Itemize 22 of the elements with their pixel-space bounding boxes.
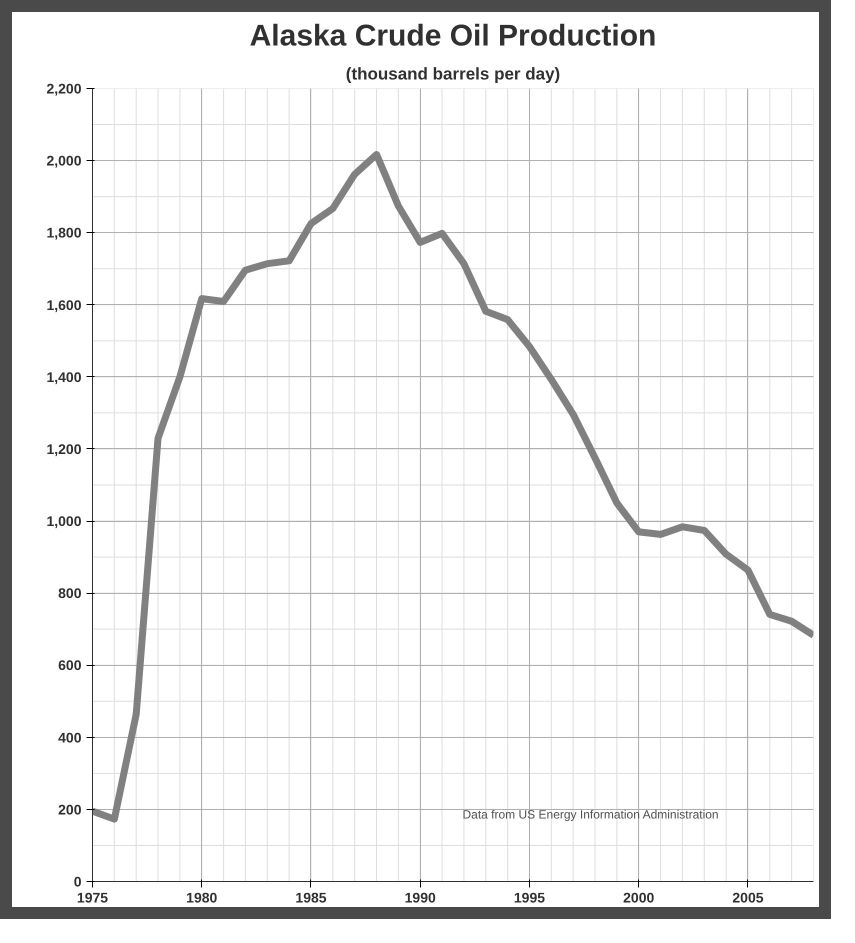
x-tick-label: 1995 xyxy=(514,890,546,906)
x-tick-label: 1990 xyxy=(404,890,436,906)
y-tick-label: 1,600 xyxy=(46,296,82,313)
x-tick-label: 2000 xyxy=(623,890,654,906)
chart-subtitle: (thousand barrels per day) xyxy=(346,64,560,84)
y-tick-label: 800 xyxy=(58,585,82,602)
x-tick-label: 1975 xyxy=(76,890,108,906)
y-tick-label: 1,800 xyxy=(46,224,82,241)
y-tick-label: 1,000 xyxy=(46,513,82,530)
y-tick-label: 1,200 xyxy=(46,440,82,457)
chart-title: Alaska Crude Oil Production xyxy=(250,20,656,52)
y-tick-label: 200 xyxy=(58,801,82,818)
y-tick-label: 2,200 xyxy=(46,80,82,96)
y-tick-label: 1,400 xyxy=(46,368,82,385)
x-tick-label: 1980 xyxy=(186,890,218,906)
y-tick-label: 600 xyxy=(58,657,82,674)
x-tick-label: 1985 xyxy=(295,890,327,906)
annotation: Data from US Energy Information Administration xyxy=(462,808,719,822)
y-tick-label: 0 xyxy=(74,874,82,890)
y-tick-label: 400 xyxy=(58,729,82,746)
y-tick-label: 2,000 xyxy=(46,152,82,169)
x-tick-label: 2005 xyxy=(732,890,764,906)
